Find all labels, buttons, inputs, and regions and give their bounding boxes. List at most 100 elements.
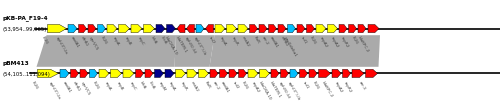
Polygon shape bbox=[342, 69, 350, 78]
Text: aph(6)-Id: aph(6)-Id bbox=[278, 81, 291, 99]
Text: tnpA2: tnpA2 bbox=[334, 81, 344, 93]
Text: aph(3'')-Ib: aph(3'')-Ib bbox=[192, 36, 206, 56]
Polygon shape bbox=[259, 24, 267, 33]
Text: IS26: IS26 bbox=[309, 36, 317, 46]
Polygon shape bbox=[136, 69, 143, 78]
Polygon shape bbox=[110, 69, 122, 78]
Text: repC: repC bbox=[128, 81, 136, 91]
Text: IS26: IS26 bbox=[40, 36, 48, 46]
Polygon shape bbox=[70, 69, 78, 78]
Polygon shape bbox=[48, 24, 66, 33]
Text: repA2: repA2 bbox=[319, 36, 328, 48]
Polygon shape bbox=[154, 69, 164, 78]
Polygon shape bbox=[339, 24, 347, 33]
Polygon shape bbox=[366, 69, 378, 78]
Text: (53,954..99,965): (53,954..99,965) bbox=[2, 27, 47, 32]
Text: aph(3')-Ia: aph(3')-Ia bbox=[48, 81, 61, 100]
Polygon shape bbox=[165, 69, 174, 78]
Polygon shape bbox=[328, 24, 338, 33]
Text: blaOXA-10: blaOXA-10 bbox=[258, 81, 272, 101]
Text: aadA1: aadA1 bbox=[70, 36, 80, 49]
Polygon shape bbox=[226, 24, 236, 33]
Polygon shape bbox=[268, 24, 276, 33]
Polygon shape bbox=[215, 24, 225, 33]
Text: blaOXA-10: blaOXA-10 bbox=[164, 36, 178, 57]
Polygon shape bbox=[90, 69, 98, 78]
Text: tnpR: tnpR bbox=[180, 81, 188, 91]
Text: catA2: catA2 bbox=[190, 81, 200, 93]
Text: repC: repC bbox=[136, 36, 144, 46]
Polygon shape bbox=[196, 24, 204, 33]
Polygon shape bbox=[306, 24, 314, 33]
Text: floR: floR bbox=[252, 36, 260, 45]
Polygon shape bbox=[238, 69, 246, 78]
Polygon shape bbox=[297, 24, 305, 33]
Text: tnpR: tnpR bbox=[230, 36, 239, 46]
Polygon shape bbox=[186, 24, 194, 33]
Polygon shape bbox=[210, 35, 380, 67]
Text: aadA1: aadA1 bbox=[220, 81, 230, 94]
Polygon shape bbox=[123, 69, 134, 78]
Polygon shape bbox=[278, 24, 286, 33]
Polygon shape bbox=[368, 24, 379, 33]
Text: qnrVC5: qnrVC5 bbox=[80, 81, 90, 96]
Text: sul2: sul2 bbox=[208, 36, 216, 45]
Polygon shape bbox=[250, 24, 258, 33]
Text: kfrA: kfrA bbox=[150, 36, 157, 45]
Polygon shape bbox=[358, 24, 366, 33]
Text: klcA: klcA bbox=[148, 81, 156, 90]
Text: dfrA1: dfrA1 bbox=[280, 36, 288, 48]
Text: (54,105..111,094): (54,105..111,094) bbox=[2, 72, 50, 77]
Polygon shape bbox=[78, 24, 86, 33]
Text: IS26: IS26 bbox=[312, 81, 320, 91]
Polygon shape bbox=[174, 35, 214, 67]
Polygon shape bbox=[156, 24, 165, 33]
Polygon shape bbox=[99, 69, 109, 78]
Polygon shape bbox=[210, 35, 214, 67]
Polygon shape bbox=[348, 24, 356, 33]
Polygon shape bbox=[107, 24, 117, 33]
Polygon shape bbox=[145, 69, 153, 78]
Text: arr-3: arr-3 bbox=[358, 81, 366, 91]
Text: klcA: klcA bbox=[160, 36, 168, 45]
Text: qnrVC5: qnrVC5 bbox=[88, 36, 99, 51]
Polygon shape bbox=[309, 69, 317, 78]
Text: catA2: catA2 bbox=[241, 36, 250, 48]
Text: aadA1: aadA1 bbox=[62, 81, 72, 94]
Polygon shape bbox=[68, 24, 77, 33]
Text: sul2: sul2 bbox=[232, 81, 239, 90]
Text: tnpR2: tnpR2 bbox=[340, 36, 349, 49]
Text: tnpA2: tnpA2 bbox=[330, 36, 340, 49]
Polygon shape bbox=[332, 69, 341, 78]
Polygon shape bbox=[271, 69, 279, 78]
Polygon shape bbox=[166, 24, 175, 33]
Polygon shape bbox=[118, 24, 130, 33]
Text: IS26: IS26 bbox=[30, 81, 38, 91]
Text: repA2: repA2 bbox=[251, 81, 260, 93]
Text: arr-2: arr-2 bbox=[212, 81, 220, 91]
Polygon shape bbox=[316, 24, 326, 33]
Text: aadA1: aadA1 bbox=[269, 36, 279, 49]
Polygon shape bbox=[206, 24, 214, 33]
Text: qacEdelta1: qacEdelta1 bbox=[283, 36, 298, 58]
Text: IS26: IS26 bbox=[241, 81, 249, 91]
Polygon shape bbox=[210, 69, 218, 78]
Text: sul1: sul1 bbox=[300, 36, 308, 45]
Text: repB: repB bbox=[124, 36, 132, 46]
Polygon shape bbox=[229, 69, 237, 78]
Text: IS26: IS26 bbox=[92, 81, 100, 91]
Text: kfrA: kfrA bbox=[138, 81, 146, 90]
Text: blaKPC-2: blaKPC-2 bbox=[320, 81, 333, 99]
Text: floR: floR bbox=[204, 81, 211, 90]
Text: dfrA1: dfrA1 bbox=[72, 81, 81, 93]
Text: blaTEM-1: blaTEM-1 bbox=[174, 36, 188, 54]
Polygon shape bbox=[280, 69, 288, 78]
Polygon shape bbox=[176, 69, 186, 78]
Polygon shape bbox=[248, 69, 258, 78]
Text: blaTEM-1: blaTEM-1 bbox=[268, 81, 281, 99]
Polygon shape bbox=[352, 69, 364, 78]
Polygon shape bbox=[36, 35, 176, 67]
Text: repA: repA bbox=[103, 81, 112, 91]
Polygon shape bbox=[174, 35, 176, 67]
Text: aph(3')-Ia: aph(3')-Ia bbox=[55, 36, 68, 55]
